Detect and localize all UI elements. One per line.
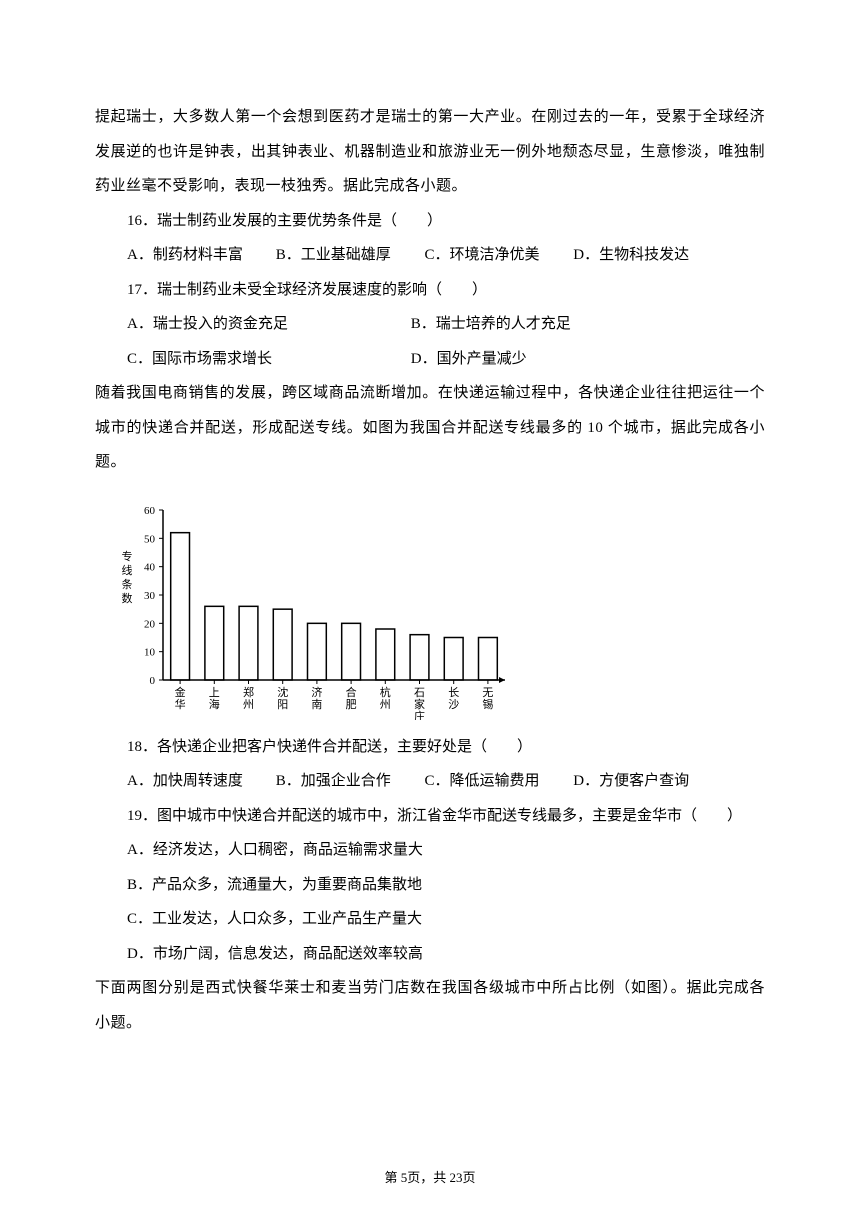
question-16: 16．瑞士制药业发展的主要优势条件是（ ） xyxy=(95,204,765,239)
question-18: 18．各快递企业把客户快递件合并配送，主要好处是（ ） xyxy=(95,730,765,765)
svg-text:20: 20 xyxy=(144,618,156,630)
footer-prefix: 第 xyxy=(384,1170,400,1185)
svg-text:合: 合 xyxy=(346,685,357,699)
svg-text:沈: 沈 xyxy=(277,685,288,699)
choice-b: B．瑞士培养的人才充足 xyxy=(411,307,571,342)
question-text: 瑞士制药业发展的主要优势条件是（ ） xyxy=(157,213,442,229)
footer-middle: 页，共 xyxy=(407,1170,449,1185)
question-text: 图中城市中快递合并配送的城市中，浙江省金华市配送专线最多，主要是金华市（ ） xyxy=(157,808,742,824)
question-text: 各快递企业把客户快递件合并配送，主要好处是（ ） xyxy=(157,739,532,755)
question-number: 19． xyxy=(127,808,157,824)
svg-text:杭: 杭 xyxy=(380,685,391,699)
intro-paragraph-1: 提起瑞士，大多数人第一个会想到医药才是瑞士的第一大产业。在刚过去的一年，受累于全… xyxy=(95,100,765,204)
svg-text:专: 专 xyxy=(122,549,133,563)
q17-choices-row1: A．瑞士投入的资金充足 B．瑞士培养的人才充足 xyxy=(95,307,765,342)
choice-c: C．降低运输费用 xyxy=(425,764,570,799)
svg-text:阳: 阳 xyxy=(277,698,288,711)
svg-text:南: 南 xyxy=(311,698,322,711)
choice-c: C．国际市场需求增长 xyxy=(127,342,407,377)
question-number: 17． xyxy=(127,282,157,298)
choice-b: B．工业基础雄厚 xyxy=(276,238,421,273)
choice-d: D．生物科技发达 xyxy=(573,238,689,273)
choice-c: C．环境洁净优美 xyxy=(425,238,570,273)
svg-text:线: 线 xyxy=(122,563,133,577)
svg-text:30: 30 xyxy=(144,590,156,602)
bar-chart: 0102030405060专线条数金华上海郑州沈阳济南合肥杭州石家庄长沙无锡 xyxy=(115,500,515,720)
q19-choice-a: A．经济发达，人口稠密，商品运输需求量大 xyxy=(95,833,765,868)
svg-text:庄: 庄 xyxy=(414,709,425,720)
intro-paragraph-3: 下面两图分别是西式快餐华莱士和麦当劳门店数在我国各级城市中所占比例（如图）。据此… xyxy=(95,971,765,1040)
choice-a: A．制药材料丰富 xyxy=(127,238,272,273)
svg-text:郑: 郑 xyxy=(243,685,254,699)
q19-choice-c: C．工业发达，人口众多，工业产品生产量大 xyxy=(95,902,765,937)
q17-choices-row2: C．国际市场需求增长 D．国外产量减少 xyxy=(95,342,765,377)
svg-text:济: 济 xyxy=(311,685,322,699)
question-number: 16． xyxy=(127,213,157,229)
svg-text:海: 海 xyxy=(209,697,220,711)
svg-text:数: 数 xyxy=(122,592,133,605)
svg-text:60: 60 xyxy=(144,505,156,517)
svg-text:石: 石 xyxy=(414,687,425,699)
choice-d: D．国外产量减少 xyxy=(411,342,527,377)
svg-text:0: 0 xyxy=(150,675,156,687)
svg-text:上: 上 xyxy=(209,686,220,699)
svg-text:州: 州 xyxy=(380,699,391,711)
svg-text:家: 家 xyxy=(414,697,425,711)
q18-choices: A．加快周转速度 B．加强企业合作 C．降低运输费用 D．方便客户查询 xyxy=(95,764,765,799)
footer-total: 23 xyxy=(450,1170,463,1185)
q19-choice-b: B．产品众多，流通量大，为重要商品集散地 xyxy=(95,868,765,903)
footer-suffix: 页 xyxy=(463,1170,476,1185)
question-17: 17．瑞士制药业未受全球经济发展速度的影响（ ） xyxy=(95,273,765,308)
chart-svg: 0102030405060专线条数金华上海郑州沈阳济南合肥杭州石家庄长沙无锡 xyxy=(115,500,515,720)
choice-a: A．加快周转速度 xyxy=(127,764,272,799)
choice-a: A．瑞士投入的资金充足 xyxy=(127,307,407,342)
svg-text:条: 条 xyxy=(122,577,133,591)
q16-choices: A．制药材料丰富 B．工业基础雄厚 C．环境洁净优美 D．生物科技发达 xyxy=(95,238,765,273)
svg-text:锡: 锡 xyxy=(482,697,493,711)
svg-text:州: 州 xyxy=(243,699,254,711)
svg-text:40: 40 xyxy=(144,561,156,573)
svg-text:沙: 沙 xyxy=(448,698,459,711)
svg-text:华: 华 xyxy=(175,697,186,711)
question-number: 18． xyxy=(127,739,157,755)
question-text: 瑞士制药业未受全球经济发展速度的影响（ ） xyxy=(157,282,487,298)
choice-b: B．加强企业合作 xyxy=(276,764,421,799)
svg-text:无: 无 xyxy=(482,687,493,699)
intro-paragraph-2: 随着我国电商销售的发展，跨区域商品流断增加。在快递运输过程中，各快递企业往往把运… xyxy=(95,376,765,480)
svg-text:肥: 肥 xyxy=(346,698,357,711)
svg-text:长: 长 xyxy=(448,686,459,699)
svg-text:50: 50 xyxy=(144,533,156,545)
q19-choice-d: D．市场广阔，信息发达，商品配送效率较高 xyxy=(95,937,765,972)
question-19: 19．图中城市中快递合并配送的城市中，浙江省金华市配送专线最多，主要是金华市（ … xyxy=(95,799,765,834)
svg-text:10: 10 xyxy=(144,646,156,658)
svg-text:金: 金 xyxy=(175,685,186,699)
choice-d: D．方便客户查询 xyxy=(573,764,689,799)
page-footer: 第 5页，共 23页 xyxy=(0,1167,860,1186)
